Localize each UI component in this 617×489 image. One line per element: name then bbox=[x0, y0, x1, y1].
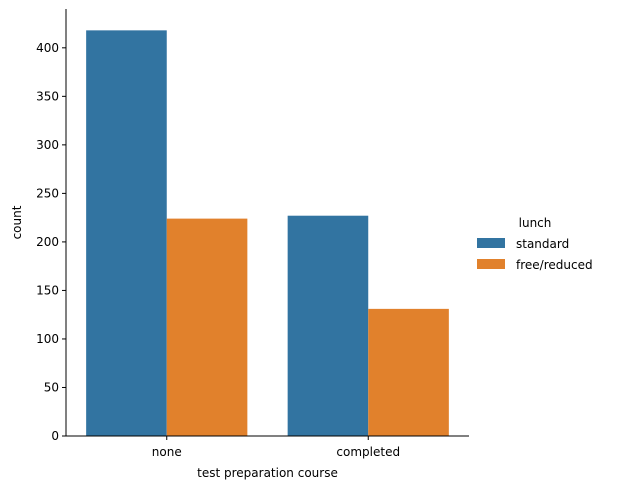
legend-swatch-free-reduced bbox=[477, 259, 505, 269]
y-tick-label: 250 bbox=[36, 186, 59, 200]
legend-label: free/reduced bbox=[516, 258, 593, 272]
y-axis-title: count bbox=[10, 205, 24, 239]
legend: lunch standard free/reduced bbox=[477, 216, 593, 272]
x-tick-label: completed bbox=[336, 445, 400, 459]
y-ticks-group: 0 50 100 150 200 250 300 350 400 bbox=[36, 41, 66, 443]
bar-standard-completed bbox=[287, 215, 369, 436]
legend-swatch-standard bbox=[477, 238, 505, 248]
legend-title: lunch bbox=[519, 216, 552, 230]
bar-standard-none bbox=[86, 30, 167, 436]
bars-group bbox=[86, 30, 449, 436]
y-tick-label: 100 bbox=[36, 332, 59, 346]
legend-label: standard bbox=[516, 237, 569, 251]
y-tick-label: 300 bbox=[36, 138, 59, 152]
y-tick-label: 400 bbox=[36, 41, 59, 55]
y-tick-label: 50 bbox=[44, 380, 59, 394]
bar-free-reduced-none bbox=[166, 218, 248, 436]
y-tick-label: 200 bbox=[36, 235, 59, 249]
x-axis-title: test preparation course bbox=[197, 466, 338, 480]
y-tick-label: 150 bbox=[36, 283, 59, 297]
x-ticks-group: none completed bbox=[152, 436, 400, 459]
bar-free-reduced-completed bbox=[368, 308, 449, 436]
x-tick-label: none bbox=[152, 445, 182, 459]
y-tick-label: 350 bbox=[36, 89, 59, 103]
y-tick-label: 0 bbox=[51, 429, 59, 443]
